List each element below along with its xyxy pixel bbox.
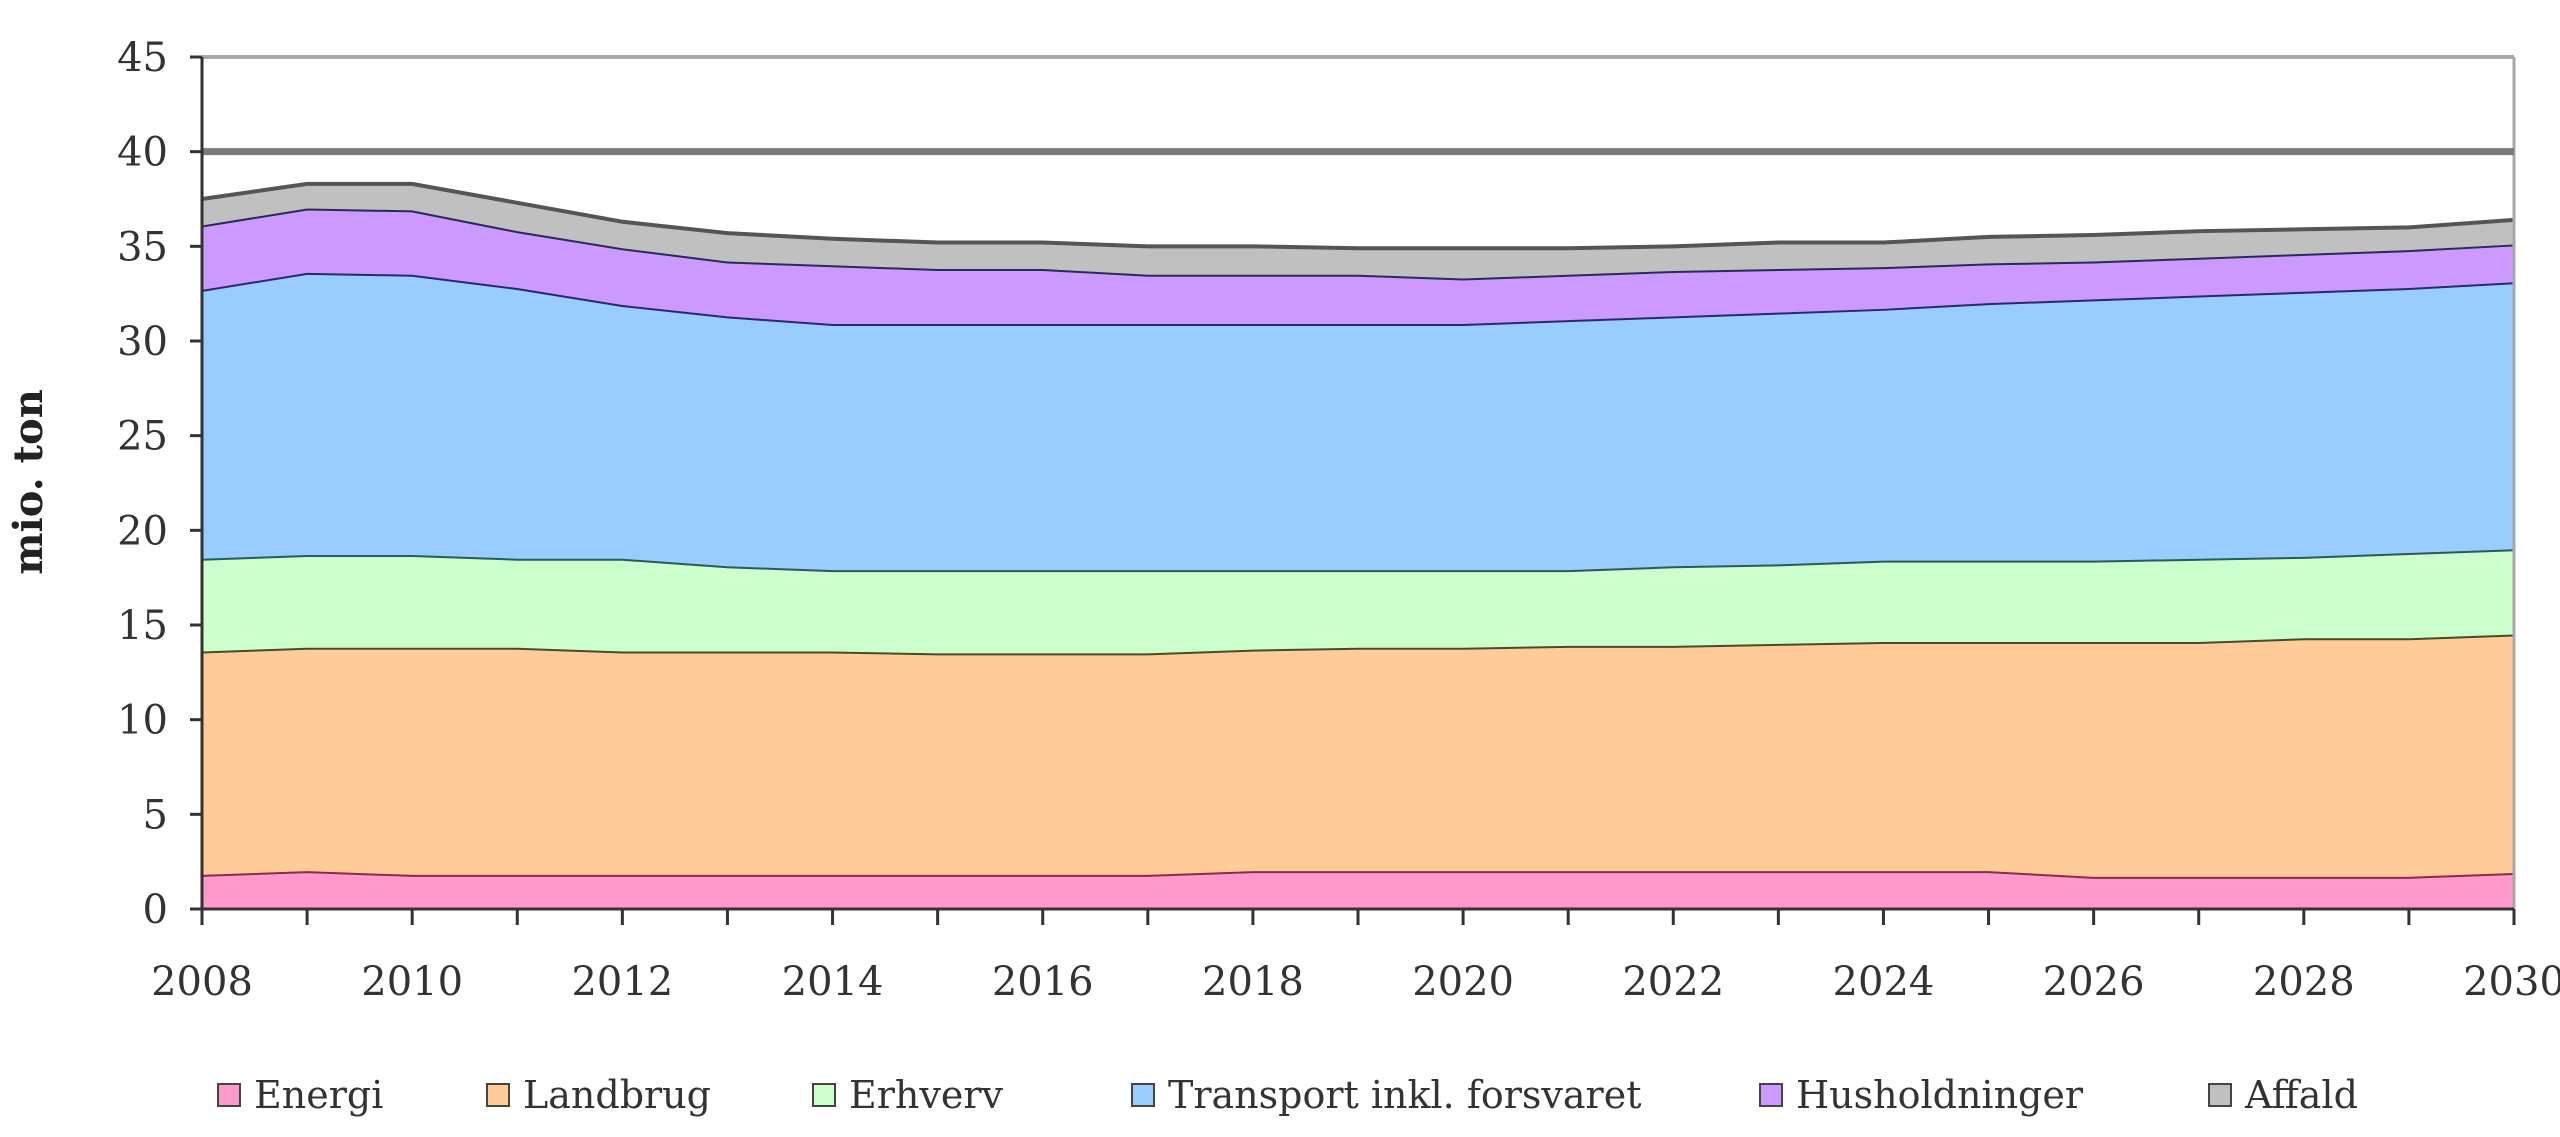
area-erhverv	[202, 549, 2514, 654]
area-affald	[202, 183, 2514, 279]
legend-label: Erhverv	[849, 1073, 1003, 1117]
area-transport-inkl-forsvaret	[202, 272, 2514, 571]
legend-item: Transport inkl. forsvaret	[1131, 1073, 1641, 1117]
x-tick-label: 2030	[2463, 959, 2560, 1005]
legend-item: Landbrug	[486, 1073, 711, 1117]
area-husholdninger	[202, 208, 2514, 324]
legend-item: Erhverv	[812, 1073, 1003, 1117]
legend-label: Energi	[254, 1073, 383, 1117]
x-tick-label: 2012	[571, 959, 673, 1005]
y-tick-label: 35	[117, 224, 168, 270]
legend-swatch	[2208, 1083, 2232, 1107]
x-tick-label: 2024	[1833, 959, 1935, 1005]
legend-label: Landbrug	[523, 1073, 711, 1117]
legend-swatch	[1131, 1083, 1155, 1107]
legend-swatch	[812, 1083, 836, 1107]
x-tick-label: 2018	[1202, 959, 1304, 1005]
x-tick-label: 2008	[151, 959, 253, 1005]
y-tick-label: 40	[117, 130, 168, 176]
legend: Energi Landbrug Erhverv Transport inkl. for…	[217, 1073, 2358, 1117]
y-tick-label: 25	[117, 414, 168, 460]
legend-swatch	[486, 1083, 510, 1107]
y-axis-ticks: 0 5 10 15 20 25 30 35 40 45	[117, 35, 202, 933]
legend-item: Affald	[2208, 1073, 2358, 1117]
x-tick-label: 2020	[1412, 959, 1514, 1005]
y-tick-label: 0	[143, 887, 168, 933]
legend-label: Affald	[2244, 1073, 2358, 1117]
y-tick-label: 30	[117, 319, 168, 365]
x-tick-label: 2028	[2253, 959, 2355, 1005]
y-axis-label: mio. ton	[5, 389, 52, 575]
y-tick-label: 10	[117, 698, 168, 744]
legend-label: Transport inkl. forsvaret	[1168, 1073, 1641, 1117]
x-axis-ticks: 2008 2010 2012 2014 2016 2018 2020 2022 2024 2026…	[151, 909, 2560, 1005]
area-layer	[201, 181, 2515, 909]
legend-swatch	[1759, 1083, 1783, 1107]
legend-swatch	[217, 1083, 241, 1107]
legend-item: Energi	[217, 1073, 383, 1117]
legend-item: Husholdninger	[1759, 1073, 2084, 1117]
y-tick-label: 15	[117, 603, 168, 649]
y-tick-label: 45	[117, 35, 168, 81]
x-tick-label: 2022	[1622, 959, 1724, 1005]
x-tick-label: 2026	[2043, 959, 2145, 1005]
x-tick-label: 2014	[782, 959, 884, 1005]
x-tick-label: 2016	[992, 959, 1094, 1005]
y-tick-label: 5	[143, 792, 168, 838]
area-landbrug	[202, 634, 2514, 877]
legend-label: Husholdninger	[1796, 1073, 2084, 1117]
area-energi	[202, 871, 2514, 909]
y-tick-label: 20	[117, 508, 168, 554]
series-line-5	[201, 181, 2515, 251]
x-tick-label: 2010	[361, 959, 463, 1005]
